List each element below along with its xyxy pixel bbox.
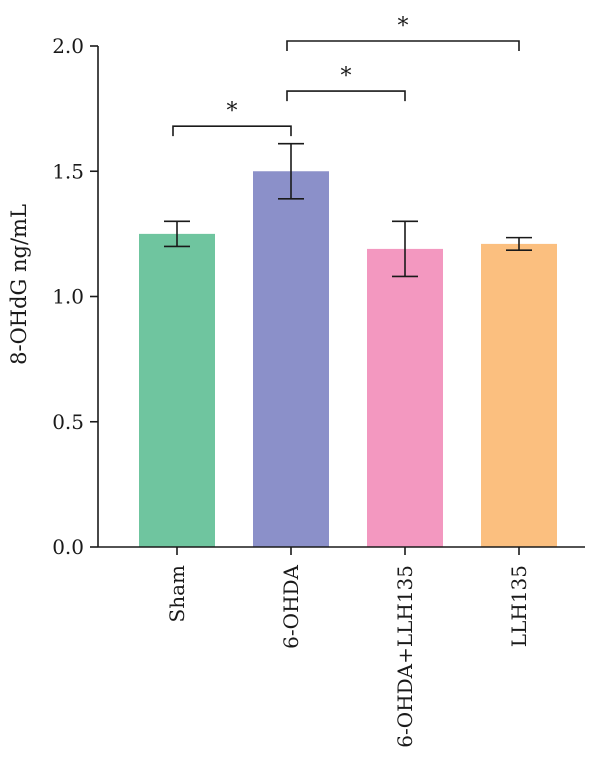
bar-2 — [367, 248, 443, 547]
y-tick-label: 2.0 — [52, 34, 84, 58]
bars-layer — [139, 171, 557, 547]
x-category-label: Sham — [165, 565, 189, 623]
significance-layer: * * * — [172, 14, 520, 137]
x-categories-layer: Sham 6-OHDA 6-OHDA+LLH135 LLH135 — [165, 547, 531, 748]
bar-0 — [139, 233, 215, 547]
y-axis-title: 8-OHdG ng/mL — [7, 204, 31, 365]
significance-bracket — [286, 40, 520, 51]
significance-star: * — [227, 99, 238, 124]
significance-bracket — [172, 125, 292, 137]
significance-star: * — [398, 14, 409, 39]
y-tick-label: 1.0 — [52, 285, 84, 309]
bar-1 — [253, 171, 329, 547]
bar-3 — [481, 243, 557, 547]
significance-star: * — [341, 64, 352, 89]
y-ticks-layer: 0.0 0.5 1.0 1.5 2.0 — [52, 34, 98, 559]
significance-bracket — [286, 90, 406, 102]
y-tick-label: 0.5 — [52, 410, 84, 434]
error-bars-layer — [164, 142, 532, 278]
y-tick-label: 1.5 — [52, 159, 84, 183]
x-category-label: 6-OHDA — [279, 564, 303, 648]
x-category-label: LLH135 — [507, 565, 531, 647]
y-tick-label: 0.0 — [52, 535, 84, 559]
x-category-label: 6-OHDA+LLH135 — [393, 565, 417, 748]
